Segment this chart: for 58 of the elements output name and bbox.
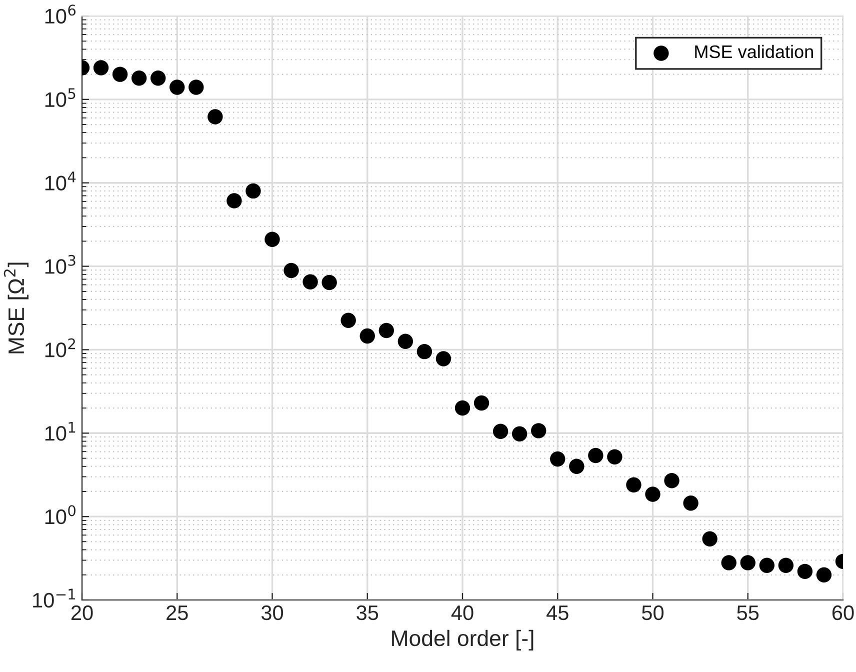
- x-tick-label: 20: [71, 605, 93, 620]
- y-tick-label: 10$^{3}$: [45, 254, 76, 274]
- point: [150, 70, 166, 86]
- point: [322, 274, 337, 290]
- point: [759, 558, 775, 573]
- point: [398, 334, 414, 349]
- legend-label: MSE validation: [695, 44, 813, 58]
- point: [170, 80, 185, 95]
- point: [797, 564, 813, 580]
- point: [645, 486, 660, 502]
- point: [360, 328, 375, 344]
- point: [436, 351, 452, 366]
- x-tick-label: 55: [737, 606, 759, 620]
- point: [569, 458, 584, 474]
- point: [778, 558, 794, 573]
- point: [702, 531, 718, 547]
- x-axis-title: Model order [-]: [392, 630, 534, 651]
- point: [550, 451, 566, 467]
- point: [512, 426, 528, 442]
- x-tick-label: 30: [261, 605, 284, 620]
- point: [474, 395, 490, 411]
- x-tick-label: 25: [166, 605, 188, 620]
- point: [416, 344, 432, 360]
- x-tick-label: 50: [642, 605, 664, 620]
- point: [93, 60, 109, 76]
- point: [816, 567, 832, 582]
- point: [454, 400, 470, 416]
- point: [208, 109, 223, 124]
- y-tick-label: 10$^{4}$: [45, 172, 76, 190]
- y-tick-label: 10$^{1}$: [45, 422, 76, 441]
- point: [492, 424, 508, 439]
- y-tick-label: 10$^{2}$: [45, 338, 75, 358]
- point: [626, 477, 642, 492]
- point: [112, 66, 128, 82]
- point: [131, 70, 147, 86]
- y-tick-label: 10$^{0}$: [45, 505, 76, 524]
- point: [378, 322, 394, 338]
- point: [664, 472, 680, 488]
- point: [607, 449, 622, 464]
- x-tick-label: 60: [832, 605, 854, 620]
- point: [340, 312, 356, 328]
- point: [530, 423, 546, 438]
- point: [721, 555, 736, 570]
- point: [264, 232, 280, 248]
- point: [302, 274, 318, 290]
- y-axis-title: MSE [Ω$^{2}$]: [4, 262, 29, 354]
- x-tick-label: 45: [546, 606, 568, 620]
- x-tick-label: 40: [451, 605, 474, 620]
- point: [188, 80, 204, 95]
- point: [246, 183, 261, 199]
- point: [226, 193, 242, 208]
- point: [683, 496, 698, 511]
- point: [284, 262, 299, 278]
- y-tick-label: 10$^{6}$: [45, 4, 76, 24]
- point: [740, 555, 756, 570]
- point: [588, 448, 604, 464]
- y-tick-label: 10$^{5}$: [45, 88, 76, 108]
- x-tick-label: 35: [356, 605, 378, 620]
